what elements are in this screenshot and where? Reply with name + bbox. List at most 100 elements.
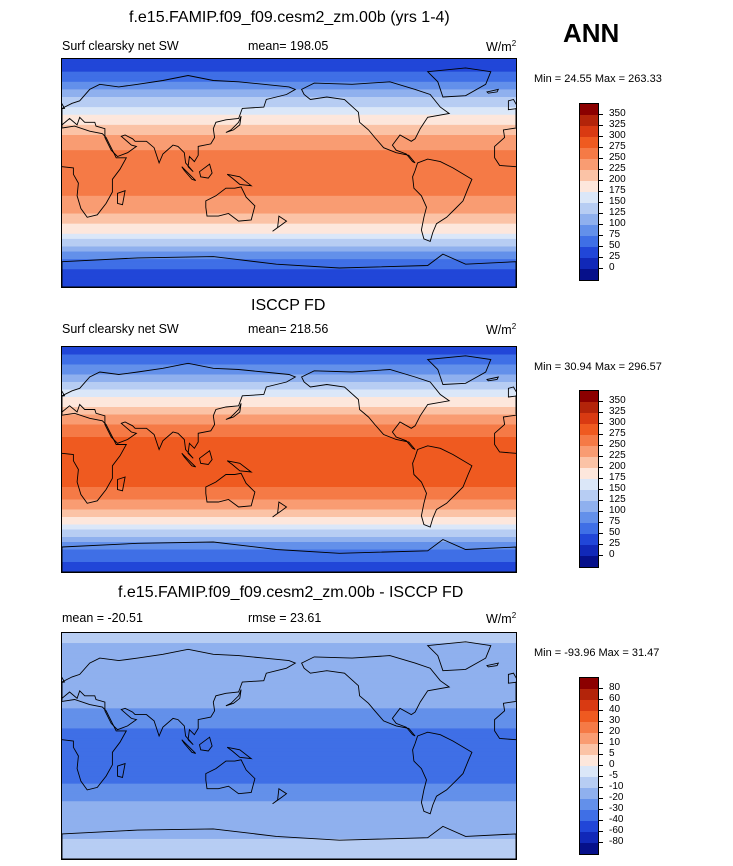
field-band [62, 99, 516, 103]
field-band [62, 678, 516, 682]
field-band [62, 389, 516, 393]
colorbar-tick-mark [599, 169, 603, 170]
field-band [62, 703, 516, 707]
colorbar-tick-mark [599, 809, 603, 810]
map-field-svg [62, 347, 516, 572]
coastline-sumatra [181, 739, 197, 754]
colorbar-tick-mark [599, 456, 603, 457]
coastline-antarctica [62, 538, 516, 572]
field-band [62, 853, 516, 858]
field-band [62, 708, 516, 712]
coastline-americas_s [412, 158, 473, 243]
field-band [62, 417, 516, 421]
colorbar-tick-label: 75 [609, 516, 621, 527]
colorbar-tick-mark [599, 732, 603, 733]
colorbar-swatches [579, 390, 599, 568]
colorbar-tick-mark [599, 213, 603, 214]
field-band [62, 512, 516, 516]
colorbar-tick-mark [599, 533, 603, 534]
field-band [62, 564, 516, 568]
field-band [62, 655, 516, 659]
colorbar-tick-label: -5 [609, 770, 618, 781]
field-band [62, 740, 516, 745]
field-band [62, 718, 516, 722]
field-band [62, 84, 516, 88]
field-band [62, 851, 516, 855]
colorbar-tick-mark [599, 754, 603, 755]
field-band [62, 801, 516, 805]
coastline-africa [494, 414, 516, 454]
colorbar-tick-mark [599, 224, 603, 225]
coastline-sumatra [181, 166, 197, 182]
field-band [62, 274, 516, 278]
colorbar-tick-label: 30 [609, 715, 621, 726]
field-band [62, 135, 516, 139]
coastline-iceland [486, 662, 500, 668]
field-band [62, 160, 516, 164]
colorbar-tick-label: 150 [609, 196, 626, 207]
colorbar-tick-label: 175 [609, 472, 626, 483]
coastline-africa [494, 700, 516, 741]
colorbar-tick-label: 250 [609, 439, 626, 450]
panel2-mean-label: mean= 218.56 [248, 322, 329, 336]
field-band [62, 279, 516, 283]
field-band [62, 437, 516, 441]
colorbar-segment [580, 821, 598, 832]
field-band [62, 180, 516, 184]
coastline-greenland [426, 641, 492, 672]
coastline-greenland [426, 67, 492, 98]
field-band [62, 387, 516, 391]
field-band [62, 469, 516, 473]
colorbar-tick-mark [599, 798, 603, 799]
coastline-greenland [426, 355, 492, 385]
field-band [62, 231, 516, 235]
field-band [62, 352, 516, 356]
field-band [62, 399, 516, 403]
field-band [62, 781, 516, 785]
colorbar-segment [580, 269, 598, 280]
colorbar-segment [580, 446, 598, 457]
field-band [62, 467, 516, 471]
panel2-variable-label: Surf clearsky net SW [62, 322, 179, 336]
colorbar-tick-mark [599, 125, 603, 126]
field-band [62, 271, 516, 275]
colorbar-segment [580, 148, 598, 159]
colorbar-tick-label: 0 [609, 262, 615, 273]
colorbar-segment [580, 832, 598, 843]
coastline-japan [225, 403, 242, 420]
colorbar-tick-label: 25 [609, 538, 621, 549]
field-band [62, 127, 516, 131]
colorbar-tick-mark [599, 191, 603, 192]
field-band [62, 554, 516, 558]
field-band [62, 713, 516, 717]
field-band [62, 693, 516, 697]
coastline-madagascar [117, 762, 126, 778]
colorbar-tick-label: 60 [609, 693, 621, 704]
coastline-eurasia [62, 75, 297, 173]
field-band [62, 432, 516, 436]
field-band [62, 64, 516, 68]
field-band [62, 778, 516, 782]
field-band [62, 281, 516, 286]
field-band [62, 188, 516, 192]
colorbar-segment [580, 744, 598, 755]
colorbar-segment [580, 777, 598, 788]
field-band [62, 404, 516, 408]
field-band [62, 793, 516, 797]
field-band [62, 452, 516, 456]
field-band [62, 392, 516, 396]
field-band [62, 753, 516, 757]
colorbar-segment [580, 711, 598, 722]
field-band [62, 170, 516, 174]
field-band [62, 183, 516, 187]
field-band [62, 79, 516, 83]
coastline-borneo [198, 736, 213, 752]
colorbar-tick-label: 50 [609, 240, 621, 251]
coastline-africa [62, 125, 128, 218]
field-band [62, 509, 516, 513]
field-band [62, 474, 516, 478]
panel2-title: ISCCP FD [251, 297, 326, 314]
field-band [62, 97, 516, 101]
field-band [62, 670, 516, 674]
field-band [62, 529, 516, 533]
